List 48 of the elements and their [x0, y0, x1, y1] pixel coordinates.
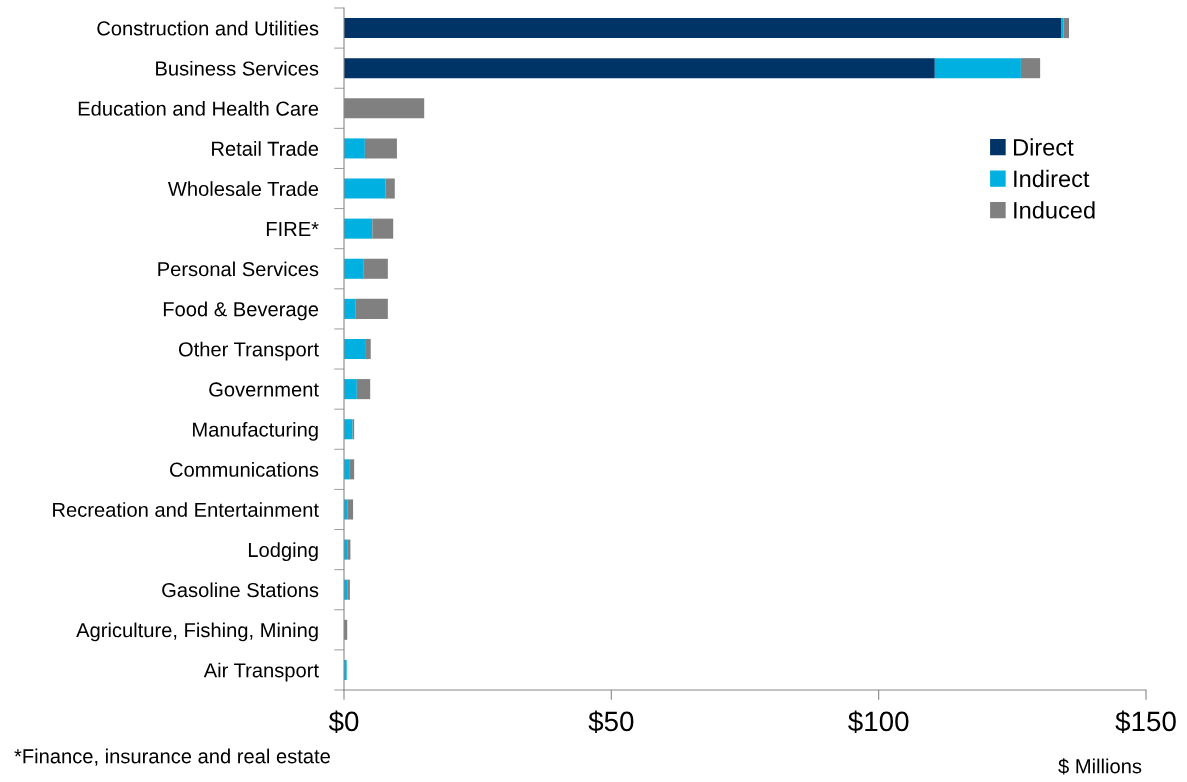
- y-tick-label: Government: [209, 382, 319, 397]
- legend-label: Direct: [1014, 138, 1074, 156]
- bar: [1020, 58, 1041, 79]
- bar: [1061, 18, 1064, 39]
- y-tick-label: Personal Services: [158, 261, 319, 277]
- bar: [344, 58, 935, 79]
- bar: [344, 178, 386, 199]
- legend-label: Induced: [1014, 201, 1095, 219]
- y-tick-label: Air Transport: [203, 662, 319, 682]
- y-tick-label: Lodging: [248, 542, 318, 562]
- y-tick-label: Food & Beverage: [163, 301, 319, 321]
- x-tick-label: $100: [848, 710, 909, 733]
- bar: [1063, 18, 1070, 39]
- x-axis-title: $ Millions: [1058, 758, 1142, 775]
- y-tick-label: Retail Trade: [212, 141, 319, 156]
- bar: [356, 379, 371, 400]
- bar: [365, 338, 371, 360]
- x-tick-label: $50: [588, 710, 634, 733]
- y-tick-label: Manufacturing: [193, 421, 318, 441]
- bar: [344, 138, 365, 159]
- bar: [347, 499, 354, 520]
- y-tick-label: FIRE*: [266, 222, 319, 236]
- bar: [344, 419, 353, 440]
- bar: [372, 218, 394, 239]
- bar: [355, 298, 388, 319]
- y-tick-label: Education and Health Care: [78, 101, 319, 116]
- bar: [349, 459, 355, 480]
- y-tick-label: Business Services: [156, 60, 319, 76]
- bar: [364, 138, 397, 159]
- y-tick-label: Other Transport: [178, 341, 319, 361]
- legend-label: Indirect: [1014, 169, 1090, 188]
- y-tick-label: Recreation and Entertainment: [53, 502, 319, 517]
- bar: [344, 379, 357, 400]
- bar: [385, 178, 395, 199]
- bar: [344, 18, 1062, 39]
- x-tick-label: $150: [1115, 710, 1176, 733]
- y-tick-label: Communications: [170, 462, 319, 477]
- bar: [344, 258, 364, 279]
- y-tick-label: Wholesale Trade: [167, 181, 319, 197]
- y-tick-label: Gasoline Stations: [162, 582, 319, 598]
- x-tick-label: $0: [328, 710, 359, 733]
- y-tick-label: Agriculture, Fishing, Mining: [76, 622, 318, 642]
- bar: [934, 58, 1021, 79]
- bar: [344, 218, 373, 239]
- text: *Finance, insurance and real estate: [14, 748, 330, 766]
- bar: [363, 258, 388, 279]
- bar: [344, 338, 366, 360]
- y-tick-label: Construction and Utilities: [97, 20, 319, 36]
